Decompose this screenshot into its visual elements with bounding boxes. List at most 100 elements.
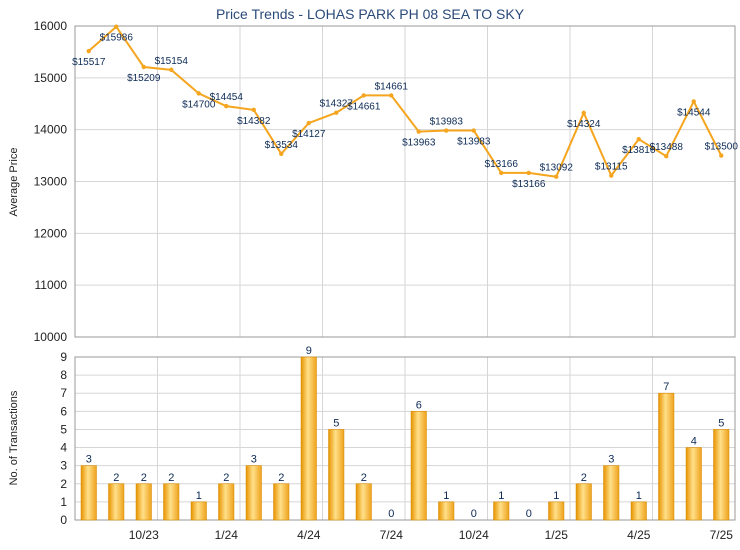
price-plot-frame (74, 25, 736, 338)
transactions-x-tick-label: 1/25 (545, 528, 569, 542)
transaction-count-label: 0 (388, 508, 394, 520)
price-data-label: $13166 (512, 179, 546, 190)
price-data-label: $14382 (237, 116, 271, 127)
transactions-x-tick-label: 1/24 (215, 528, 239, 542)
price-data-label: $13983 (457, 137, 491, 148)
price-point (636, 137, 641, 142)
transaction-count-label: 0 (526, 508, 532, 520)
transaction-bar (328, 429, 345, 521)
price-point (306, 120, 311, 126)
price-point (499, 170, 504, 176)
transaction-bar (603, 465, 620, 521)
price-data-label: $15209 (127, 73, 161, 84)
price-data-label: $14127 (292, 129, 326, 140)
transaction-bar (410, 411, 427, 521)
price-point (444, 128, 449, 133)
price-data-label: $14661 (347, 101, 381, 112)
transactions-y-tick-label: 8 (60, 368, 67, 382)
transactions-y-tick-label: 5 (60, 422, 67, 436)
transaction-bar (163, 483, 180, 521)
price-point (471, 128, 476, 133)
transaction-bar (80, 465, 97, 521)
transactions-x-tick-label: 10/23 (129, 528, 159, 542)
price-y-tick-label: 16000 (34, 19, 68, 33)
transactions-y-tick-label: 7 (60, 386, 67, 400)
price-panel: 16000 15000 14000 13000 12000 11000 10000 Aver… (8, 19, 738, 344)
price-data-label: $13816 (622, 145, 656, 156)
price-y-axis-title: Average Price (8, 148, 20, 217)
transactions-y-tick-label: 1 (60, 495, 67, 509)
transactions-x-tick-label: 10/24 (459, 528, 489, 542)
price-data-label: $13166 (485, 159, 519, 170)
transaction-count-label: 3 (86, 454, 92, 466)
transaction-count-label: 1 (443, 490, 449, 502)
price-data-label: $13500 (705, 142, 739, 153)
transactions-y-tick-label: 4 (60, 441, 67, 455)
price-point (389, 93, 394, 98)
price-series-line (88, 25, 723, 178)
transaction-bar (548, 501, 565, 521)
transaction-bar (630, 501, 647, 521)
transaction-count-label: 2 (361, 472, 367, 484)
price-point (141, 64, 146, 70)
price-data-label: $13092 (540, 163, 574, 174)
price-data-label: $13115 (595, 162, 628, 173)
transaction-count-label: 0 (471, 508, 477, 520)
price-point (609, 173, 614, 178)
transactions-plot-frame (74, 356, 736, 521)
price-point (416, 129, 421, 134)
price-y-tick-label: 14000 (34, 123, 68, 137)
transaction-bar (273, 483, 290, 521)
transaction-count-label: 1 (553, 490, 559, 502)
price-point (279, 151, 284, 157)
price-data-label: $15517 (72, 57, 106, 68)
transactions-data-labels: 3 2 2 2 1 2 3 2 9 5 2 0 6 1 0 1 0 1 2 3 1 7 4 5 (86, 345, 725, 520)
transaction-count-label: 1 (196, 490, 202, 502)
transaction-count-label: 2 (168, 472, 174, 484)
price-data-label: $13963 (402, 138, 436, 149)
price-point (554, 174, 559, 179)
price-point (581, 110, 586, 116)
price-point (361, 93, 366, 98)
transaction-count-label: 9 (306, 345, 312, 357)
price-point (169, 67, 174, 73)
transaction-bar (300, 356, 317, 521)
price-point (196, 91, 201, 96)
transaction-bar (713, 429, 730, 521)
price-point (664, 154, 669, 159)
transactions-x-tick-label: 7/25 (710, 528, 734, 542)
transaction-bar (135, 483, 152, 521)
price-data-label: $14454 (210, 92, 244, 103)
transactions-y-tick-label: 6 (60, 404, 67, 418)
price-point (334, 110, 339, 115)
transaction-count-label: 2 (581, 472, 587, 484)
transaction-count-label: 5 (718, 417, 724, 429)
price-point (251, 107, 256, 113)
price-point (691, 99, 696, 104)
transaction-count-label: 6 (416, 399, 422, 411)
price-series-points (86, 24, 724, 179)
price-y-tick-label: 13000 (34, 175, 68, 189)
price-data-label: $14700 (182, 99, 216, 110)
transactions-x-tick-label: 4/24 (297, 528, 321, 542)
transaction-count-label: 2 (278, 472, 284, 484)
transactions-y-tick-label: 3 (60, 459, 67, 473)
transactions-y-axis-title: No. of Transactions (8, 390, 20, 485)
price-data-label: $15986 (100, 33, 134, 44)
transaction-bar (685, 447, 702, 521)
transaction-bar (108, 483, 125, 521)
price-data-label: $13534 (265, 140, 299, 151)
transaction-count-label: 1 (636, 490, 642, 502)
transaction-count-label: 7 (663, 381, 669, 393)
price-data-labels: $15517 $15986 $15209 $15154 $14700$14454 $143… (72, 33, 738, 190)
transaction-count-label: 2 (141, 472, 147, 484)
price-y-tick-labels: 16000 15000 14000 13000 12000 11000 10000 (34, 19, 68, 344)
price-point (224, 103, 229, 109)
transaction-bar (190, 501, 207, 521)
transaction-bar (438, 501, 455, 521)
price-y-tick-label: 15000 (34, 71, 68, 85)
price-y-tick-label: 11000 (35, 278, 68, 292)
transactions-y-tick-label: 9 (60, 350, 67, 364)
